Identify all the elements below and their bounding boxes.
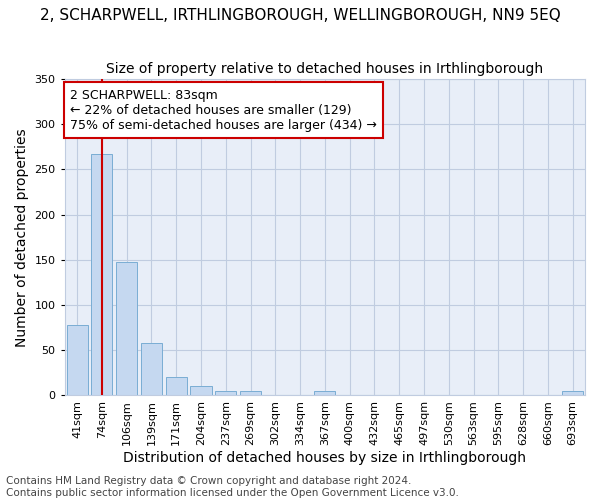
Text: Contains HM Land Registry data © Crown copyright and database right 2024.
Contai: Contains HM Land Registry data © Crown c… [6,476,459,498]
Text: 2 SCHARPWELL: 83sqm
← 22% of detached houses are smaller (129)
75% of semi-detac: 2 SCHARPWELL: 83sqm ← 22% of detached ho… [70,88,377,132]
Bar [190,386,212,396]
Bar [141,343,162,396]
Bar [166,378,187,396]
Bar [314,391,335,396]
Title: Size of property relative to detached houses in Irthlingborough: Size of property relative to detached ho… [106,62,544,76]
Text: 2, SCHARPWELL, IRTHLINGBOROUGH, WELLINGBOROUGH, NN9 5EQ: 2, SCHARPWELL, IRTHLINGBOROUGH, WELLINGB… [40,8,560,22]
X-axis label: Distribution of detached houses by size in Irthlingborough: Distribution of detached houses by size … [124,451,526,465]
Bar [67,325,88,396]
Y-axis label: Number of detached properties: Number of detached properties [15,128,29,346]
Bar [116,262,137,396]
Bar [215,391,236,396]
Bar [562,391,583,396]
Bar [240,391,261,396]
Bar [91,154,112,396]
